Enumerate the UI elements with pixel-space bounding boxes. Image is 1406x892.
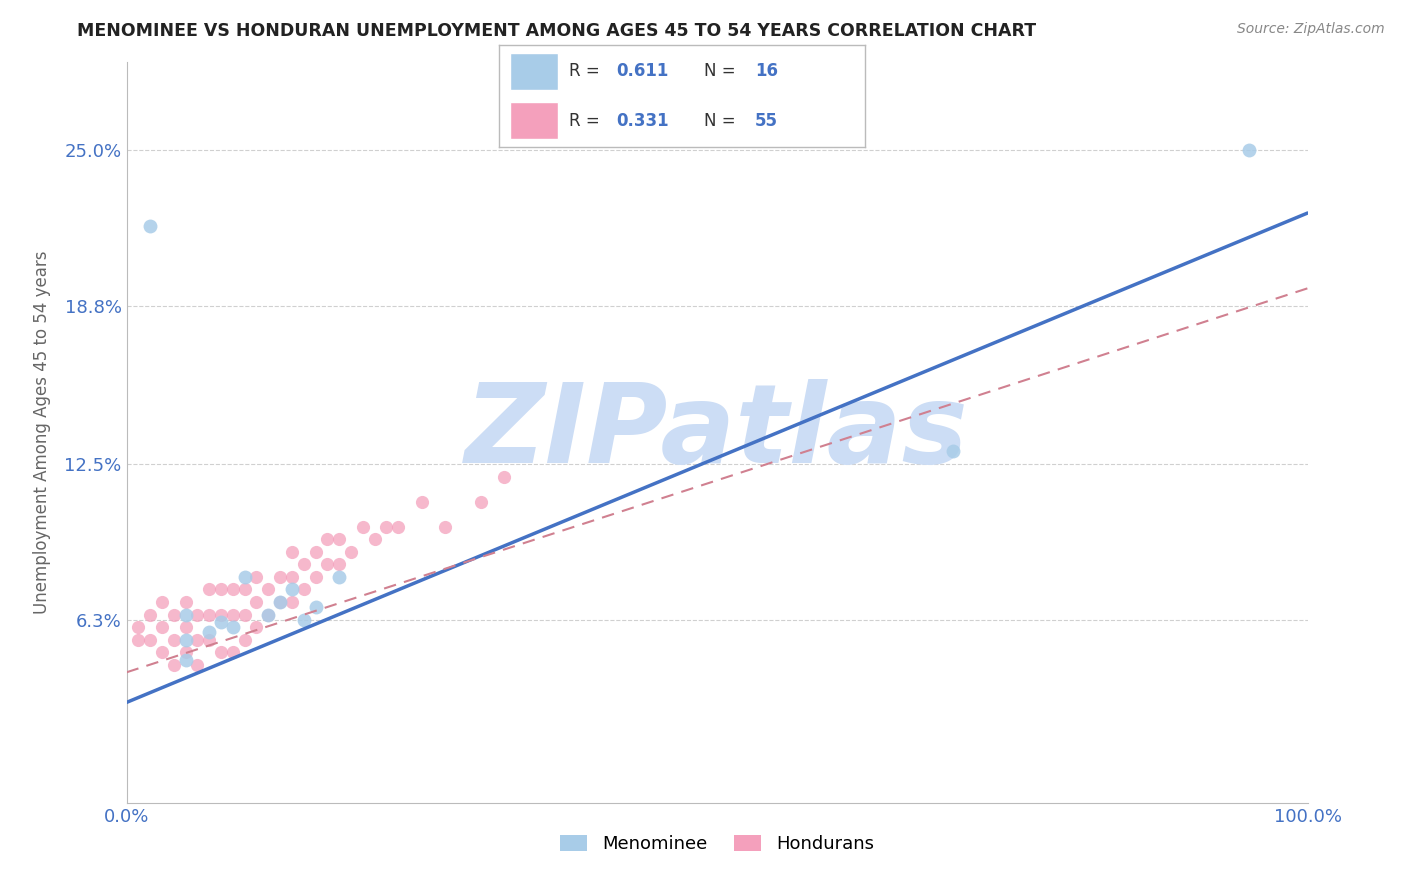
Point [269, 595, 291, 609]
Point [245, 595, 267, 609]
Point [470, 494, 492, 508]
Point [198, 625, 221, 640]
Point [174, 653, 197, 667]
Point [304, 600, 326, 615]
Point [209, 582, 232, 597]
Point [139, 607, 162, 622]
Text: 16: 16 [755, 62, 778, 80]
Text: MENOMINEE VS HONDURAN UNEMPLOYMENT AMONG AGES 45 TO 54 YEARS CORRELATION CHART: MENOMINEE VS HONDURAN UNEMPLOYMENT AMONG… [77, 22, 1036, 40]
Point [292, 582, 315, 597]
Point [304, 545, 326, 559]
Text: N =: N = [704, 62, 741, 80]
Point [375, 520, 398, 534]
Point [281, 595, 304, 609]
Point [209, 645, 232, 659]
Point [174, 620, 197, 634]
Point [434, 520, 457, 534]
Point [198, 632, 221, 647]
Point [150, 645, 173, 659]
Point [328, 533, 350, 547]
Text: 55: 55 [755, 112, 778, 129]
Point [127, 632, 149, 647]
Point [233, 582, 256, 597]
Point [209, 607, 232, 622]
Point [269, 570, 291, 584]
Bar [510, 102, 558, 139]
Point [222, 645, 245, 659]
Text: R =: R = [568, 112, 605, 129]
Point [174, 645, 197, 659]
Point [245, 570, 267, 584]
Legend: Menominee, Hondurans: Menominee, Hondurans [553, 828, 882, 861]
Point [163, 632, 186, 647]
Point [411, 494, 433, 508]
Point [245, 620, 267, 634]
Point [198, 582, 221, 597]
Point [352, 520, 374, 534]
Point [328, 558, 350, 572]
Point [1237, 143, 1260, 157]
Point [174, 607, 197, 622]
Point [233, 632, 256, 647]
Point [163, 607, 186, 622]
Point [174, 595, 197, 609]
Point [198, 607, 221, 622]
Point [363, 533, 385, 547]
Point [186, 657, 208, 672]
Point [186, 632, 208, 647]
Point [233, 607, 256, 622]
Point [139, 219, 162, 233]
Point [257, 607, 280, 622]
Point [233, 570, 256, 584]
Point [328, 570, 350, 584]
Point [222, 607, 245, 622]
Text: ZIPatlas: ZIPatlas [465, 379, 969, 486]
Point [281, 582, 304, 597]
Point [257, 582, 280, 597]
Point [222, 620, 245, 634]
Point [281, 570, 304, 584]
Point [150, 595, 173, 609]
Point [209, 615, 232, 629]
Point [316, 558, 339, 572]
Point [150, 620, 173, 634]
Point [174, 632, 197, 647]
Point [186, 607, 208, 622]
Point [281, 545, 304, 559]
Point [139, 632, 162, 647]
Bar [510, 53, 558, 90]
Point [387, 520, 409, 534]
Point [304, 570, 326, 584]
Text: N =: N = [704, 112, 741, 129]
Text: R =: R = [568, 62, 605, 80]
Point [942, 444, 965, 458]
Point [340, 545, 363, 559]
Point [292, 558, 315, 572]
Point [269, 595, 291, 609]
Point [222, 582, 245, 597]
Point [292, 613, 315, 627]
Point [494, 469, 516, 483]
Text: 0.611: 0.611 [616, 62, 668, 80]
Y-axis label: Unemployment Among Ages 45 to 54 years: Unemployment Among Ages 45 to 54 years [32, 251, 51, 615]
Text: Source: ZipAtlas.com: Source: ZipAtlas.com [1237, 22, 1385, 37]
Point [127, 620, 149, 634]
Point [163, 657, 186, 672]
Point [316, 533, 339, 547]
Text: 0.331: 0.331 [616, 112, 669, 129]
Point [257, 607, 280, 622]
